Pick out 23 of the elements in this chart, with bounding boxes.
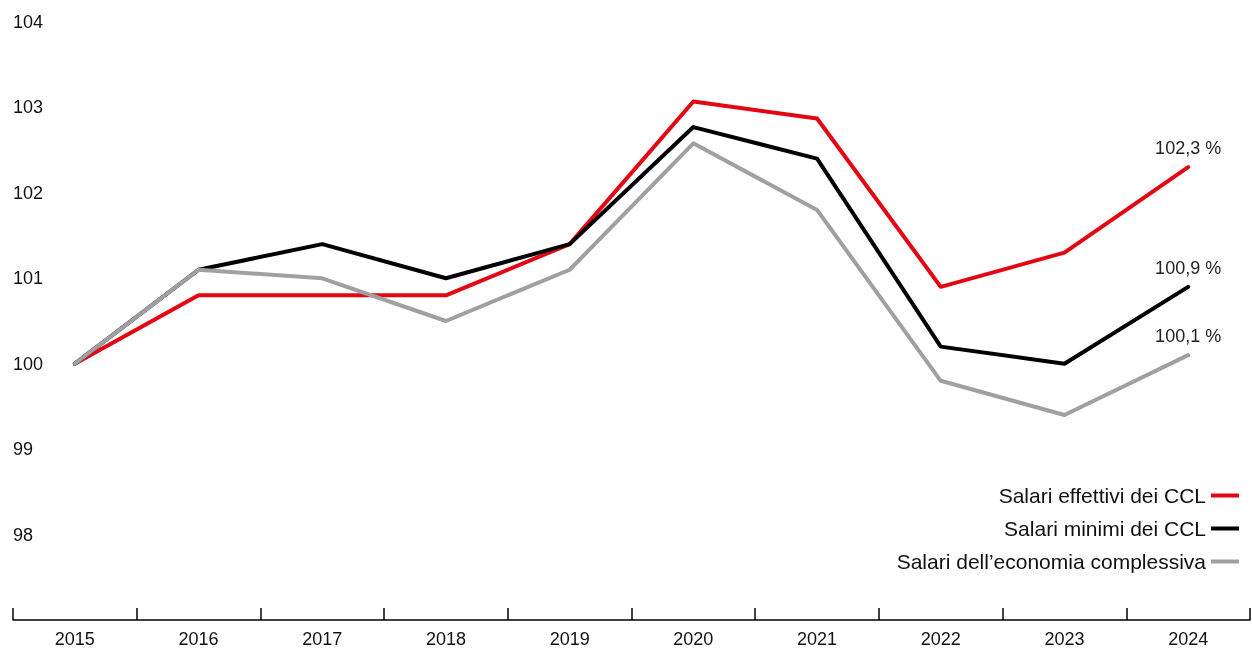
x-tick-label: 2019 (549, 629, 590, 649)
data-label: 102,3 % (1155, 138, 1222, 159)
x-tick-label: 2017 (302, 629, 343, 649)
legend-label: Salari minimi dei CCL (1004, 517, 1206, 540)
legend-label: Salari effettivi dei CCL (998, 484, 1206, 507)
data-label: 100,1 % (1155, 326, 1222, 347)
legend-label: Salari dell’economia complessiva (896, 550, 1207, 573)
x-tick-label: 2018 (425, 629, 466, 649)
x-tick-label: 2015 (54, 629, 95, 649)
y-tick-label: 104 (13, 12, 44, 32)
y-tick-label: 101 (13, 268, 44, 289)
y-tick-label: 100 (13, 353, 44, 374)
y-tick-label: 102 (13, 182, 44, 203)
data-label: 100,9 % (1155, 257, 1222, 278)
x-tick-label: 2016 (178, 629, 219, 649)
y-tick-label: 98 (13, 524, 34, 545)
x-tick-label: 2020 (673, 629, 714, 649)
x-tick-label: 2022 (920, 629, 961, 649)
y-tick-label: 103 (13, 97, 44, 118)
x-tick-label: 2023 (1044, 629, 1085, 649)
x-tick-label: 2021 (797, 629, 838, 649)
x-tick-label: 2024 (1168, 629, 1209, 649)
y-tick-label: 99 (13, 439, 34, 460)
